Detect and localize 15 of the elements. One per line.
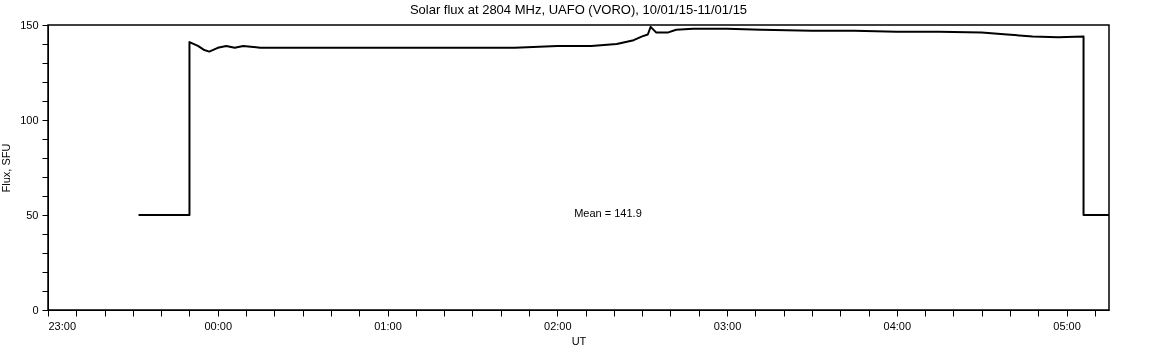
y-tick-label: 50	[26, 208, 39, 221]
y-tick-label: 0	[32, 303, 39, 316]
x-tick-label: 23:00	[48, 319, 77, 332]
x-tick-label: 05:00	[1053, 319, 1081, 332]
x-tick-label: 04:00	[883, 319, 912, 332]
x-axis-title: UT	[571, 334, 587, 345]
x-tick-label: 01:00	[374, 319, 402, 332]
x-tick-label: 03:00	[713, 319, 742, 332]
y-axis-title: Flux, SFU	[0, 143, 13, 193]
y-tick-label: 100	[20, 113, 39, 126]
chart-title: Solar flux at 2804 MHz, UAFO (VORO), 10/01/15-11/01/15	[409, 2, 748, 17]
x-tick-label: 00:00	[204, 319, 233, 332]
y-tick-label: 150	[20, 18, 39, 31]
x-tick-label: 02:00	[544, 319, 572, 332]
annotation: Mean = 141.9	[574, 207, 642, 219]
